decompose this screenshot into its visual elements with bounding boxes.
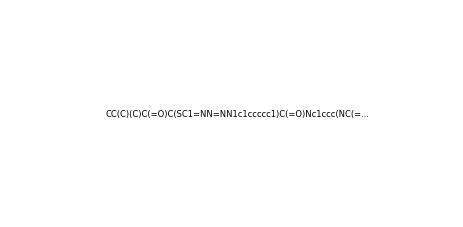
- Text: CC(C)(C)C(=O)C(SC1=NN=NN1c1ccccc1)C(=O)Nc1ccc(NC(=...: CC(C)(C)C(=O)C(SC1=NN=NN1c1ccccc1)C(=O)N…: [106, 110, 369, 119]
